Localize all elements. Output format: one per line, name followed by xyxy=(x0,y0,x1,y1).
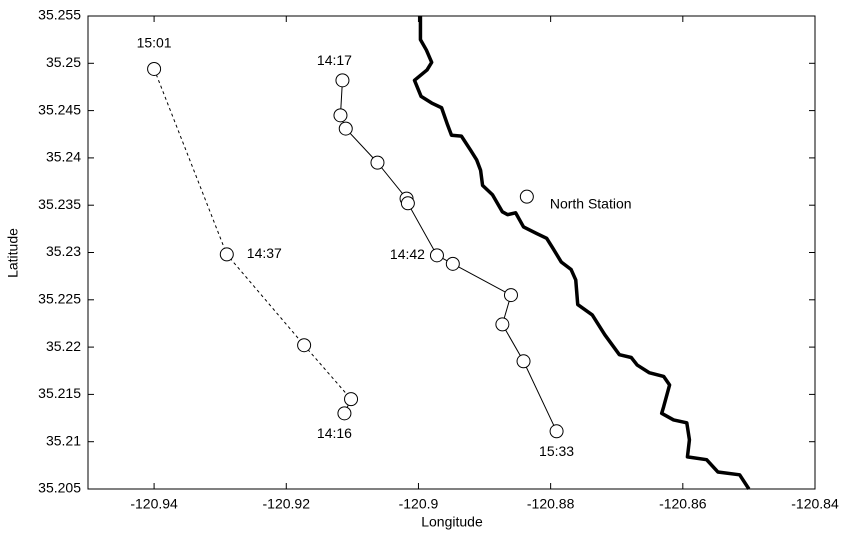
track-point xyxy=(429,248,444,263)
track-point xyxy=(549,424,564,439)
track-point xyxy=(338,121,353,136)
y-tick-label: 35.22 xyxy=(46,338,81,354)
x-tick-label: -120.84 xyxy=(791,496,839,512)
track-line xyxy=(153,68,352,414)
track-point xyxy=(400,196,415,211)
y-tick-label: 35.21 xyxy=(46,432,81,448)
x-tick-label: -120.94 xyxy=(130,496,178,512)
x-tick-label: -120.88 xyxy=(527,496,575,512)
track-point xyxy=(219,247,234,262)
track-point xyxy=(335,73,350,88)
track-point xyxy=(147,61,162,76)
y-tick-label: 35.25 xyxy=(46,54,81,70)
x-tick-label: -120.9 xyxy=(399,496,439,512)
y-tick-label: 35.215 xyxy=(38,385,81,401)
y-tick-label: 35.245 xyxy=(38,101,81,117)
y-tick-label: 35.205 xyxy=(38,480,81,496)
track-point xyxy=(370,155,385,170)
x-tick-label: -120.86 xyxy=(659,496,707,512)
track-point xyxy=(503,288,518,303)
x-tick-label: -120.92 xyxy=(263,496,311,512)
y-tick-label: 35.23 xyxy=(46,243,81,259)
time-label: 14:16 xyxy=(317,425,352,441)
time-label: 14:37 xyxy=(247,245,282,261)
track-line xyxy=(339,80,558,432)
y-tick-label: 35.24 xyxy=(46,149,81,165)
time-label: 15:01 xyxy=(137,35,172,51)
track-point xyxy=(516,354,531,369)
time-label: 15:33 xyxy=(539,443,574,459)
station-label: North Station xyxy=(550,195,632,211)
track-point xyxy=(297,338,312,353)
x-axis-label: Longitude xyxy=(421,514,483,530)
y-tick-label: 35.255 xyxy=(38,7,81,23)
coastline xyxy=(412,16,751,490)
track-point xyxy=(445,256,460,271)
track-point xyxy=(337,406,352,421)
track-point xyxy=(495,317,510,332)
track-point xyxy=(344,392,359,407)
station-point xyxy=(519,189,534,204)
y-tick-label: 35.235 xyxy=(38,196,81,212)
y-tick-label: 35.225 xyxy=(38,291,81,307)
plot-frame xyxy=(87,15,816,490)
time-label: 14:42 xyxy=(390,246,425,262)
track-point xyxy=(333,108,348,123)
time-label: 14:17 xyxy=(317,52,352,68)
y-axis-label: Latitude xyxy=(5,228,21,278)
